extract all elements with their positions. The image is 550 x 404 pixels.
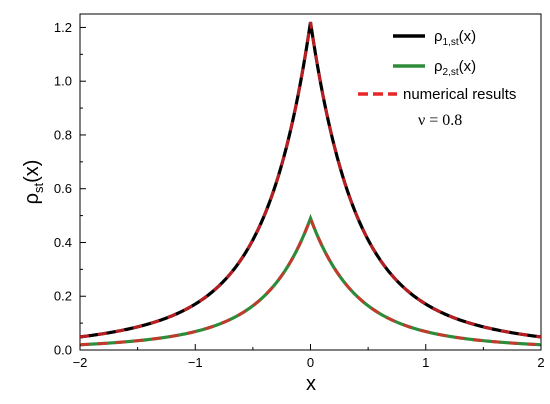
legend-label-series-1: ρ1,st(x) [434,28,476,48]
y-tick-label: 0.4 [54,235,72,250]
y-axis-title: ρst(x) [21,160,46,205]
x-tick-label: 2 [537,355,544,370]
parameter-annotation: ν = 0.8 [418,112,462,129]
numerical-results-line-2 [79,214,542,347]
y-tick-label: 0.8 [54,127,72,142]
x-axis-title: x [306,373,316,395]
x-tick-label: 1 [422,355,429,370]
legend: ρ1,st(x) ρ2,st(x) numerical results [358,28,516,103]
y-axis-title-tail: (x) [21,160,43,183]
numerical-results-line-1 [79,21,542,339]
legend-label-series-3: numerical results [403,86,516,103]
series-layer [79,21,542,347]
y-tick-label: 0.0 [54,343,72,358]
x-tick-label: −2 [73,355,88,370]
y-tick-label: 0.2 [54,289,72,304]
legend-label-series-2: ρ2,st(x) [434,58,476,78]
y-axis-ticks: 0.0 0.2 0.4 0.6 0.8 1.0 1.2 [54,20,86,358]
y-tick-label: 0.6 [54,181,72,196]
y-tick-label: 1.0 [54,74,72,89]
y-tick-label: 1.2 [54,20,72,35]
x-tick-label: −1 [188,355,203,370]
y-axis-title-main: ρ [21,193,43,204]
series-line-2 [79,213,542,347]
y-axis-title-sub: st [31,183,46,194]
x-tick-label: 0 [307,355,314,370]
x-axis-ticks: −2 −1 0 1 2 [73,344,545,370]
